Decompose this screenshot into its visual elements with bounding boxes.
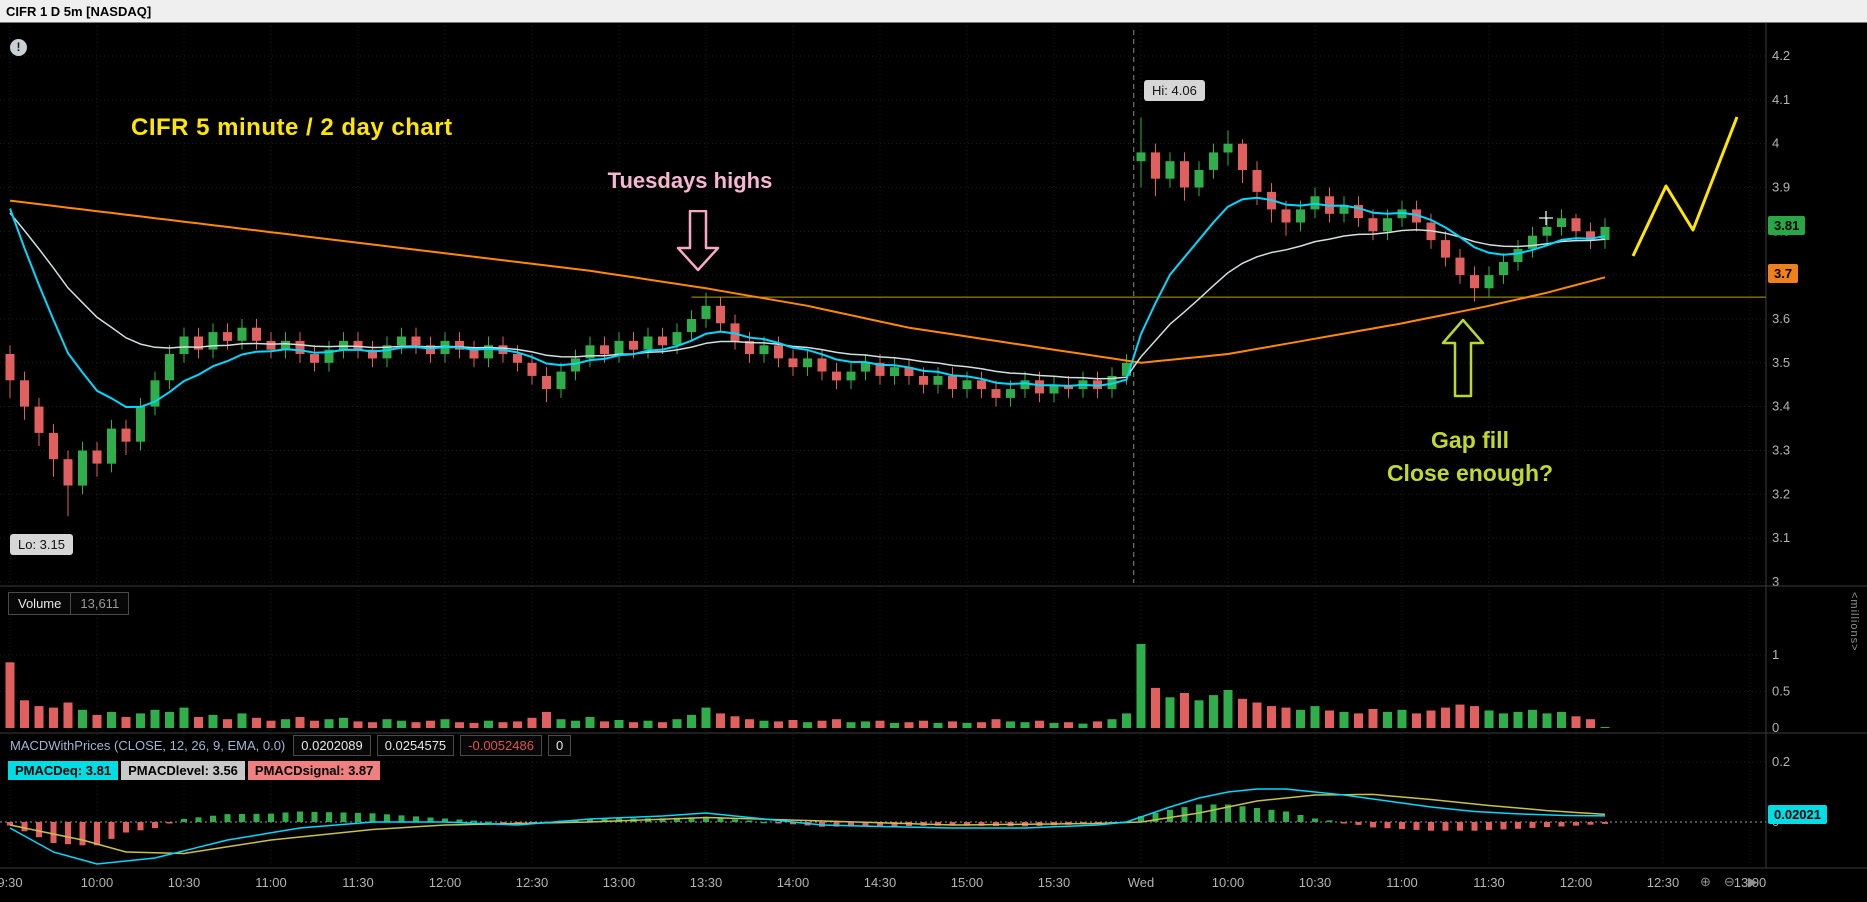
svg-text:4.2: 4.2 [1772, 48, 1790, 63]
svg-text:12:30: 12:30 [516, 875, 549, 890]
alert-icon[interactable]: ! [10, 39, 27, 56]
svg-text:0.5: 0.5 [1772, 684, 1790, 699]
svg-text:0.2: 0.2 [1772, 754, 1790, 769]
gap-fill-line1: Gap fill [1431, 427, 1509, 453]
low-marker-badge: Lo: 3.15 [10, 534, 73, 555]
svg-text:10:00: 10:00 [1212, 875, 1245, 890]
macd-study-title: MACDWithPrices (CLOSE, 12, 26, 9, EMA, 0… [10, 738, 286, 753]
svg-text:4: 4 [1772, 136, 1779, 151]
svg-text:13:30: 13:30 [690, 875, 723, 890]
high-marker-badge: Hi: 4.06 [1144, 80, 1205, 101]
svg-text:3.2: 3.2 [1772, 486, 1790, 501]
up-arrow-icon[interactable] [1441, 318, 1485, 403]
svg-text:10:30: 10:30 [1299, 875, 1332, 890]
svg-text:11:30: 11:30 [1473, 875, 1505, 890]
svg-text:11:00: 11:00 [1386, 875, 1418, 890]
svg-text:3.4: 3.4 [1772, 399, 1790, 414]
svg-text:11:30: 11:30 [342, 875, 374, 890]
svg-text:3.5: 3.5 [1772, 355, 1790, 370]
down-arrow-icon[interactable] [676, 209, 720, 277]
svg-text:3.1: 3.1 [1772, 530, 1790, 545]
last-price-badge: 3.81 [1768, 215, 1806, 235]
time-axis-controls: ⊕ ⊖ ▶ [1700, 874, 1758, 890]
millions-axis-label: <millions> [1848, 592, 1860, 652]
play-icon[interactable]: ▶ [1747, 874, 1758, 889]
pmacd-eq-badge: PMACDeq: 3.81 [8, 761, 119, 780]
svg-text:14:30: 14:30 [864, 875, 897, 890]
pmacd-badges-row: PMACDeq: 3.81 PMACDlevel: 3.56 PMACDsign… [8, 761, 381, 780]
svg-text:10:00: 10:00 [81, 875, 114, 890]
macd-zero-box: 0 [547, 735, 572, 756]
svg-text:3.3: 3.3 [1772, 442, 1790, 457]
svg-text:15:00: 15:00 [951, 875, 984, 890]
window-title: CIFR 1 D 5m [NASDAQ] [6, 3, 152, 19]
svg-text:Wed: Wed [1128, 875, 1155, 890]
svg-text:4.1: 4.1 [1772, 92, 1790, 107]
svg-text:0: 0 [1772, 720, 1779, 735]
svg-text:12:30: 12:30 [1647, 875, 1680, 890]
svg-text:13:00: 13:00 [1734, 875, 1767, 890]
volume-current-value: 13,611 [70, 593, 128, 614]
svg-text:15:30: 15:30 [1038, 875, 1071, 890]
gap-fill-note[interactable]: Gap fill Close enough? [1340, 424, 1600, 490]
svg-text:10:30: 10:30 [168, 875, 201, 890]
macd-value-badge: 0.02021 [1768, 804, 1827, 824]
svg-text:3: 3 [1772, 574, 1779, 589]
svg-text:12:00: 12:00 [429, 875, 462, 890]
pmacd-level-badge: PMACDlevel: 3.56 [121, 761, 245, 780]
svg-text:9:30: 9:30 [0, 875, 23, 890]
macd-signal-box: 0.0254575 [376, 735, 455, 756]
gap-fill-line2: Close enough? [1386, 460, 1554, 486]
volume-study-header[interactable]: Volume 13,611 [8, 592, 130, 615]
svg-text:3.6: 3.6 [1772, 311, 1790, 326]
svg-text:13:00: 13:00 [603, 875, 636, 890]
window-titlebar[interactable]: CIFR 1 D 5m [NASDAQ] [0, 0, 1867, 23]
macd-study-header[interactable]: MACDWithPrices (CLOSE, 12, 26, 9, EMA, 0… [8, 735, 572, 756]
pmacd-signal-badge: PMACDsignal: 3.87 [247, 761, 381, 780]
chart-note-drawing[interactable]: CIFR 5 minute / 2 day chart [131, 114, 453, 141]
ma-level-badge: 3.7 [1768, 264, 1799, 284]
macd-hist-box: -0.0052486 [460, 735, 542, 756]
svg-text:1: 1 [1772, 647, 1779, 662]
zoom-out-icon[interactable]: ⊖ [1723, 874, 1735, 889]
tuesdays-highs-note[interactable]: Tuesdays highs [607, 168, 773, 193]
svg-text:11:00: 11:00 [255, 875, 287, 890]
zoom-in-icon[interactable]: ⊕ [1700, 874, 1711, 889]
svg-text:3.9: 3.9 [1772, 179, 1790, 194]
macd-value-box: 0.0202089 [293, 735, 371, 756]
volume-label: Volume [18, 596, 62, 611]
svg-text:12:00: 12:00 [1560, 875, 1593, 890]
svg-text:14:00: 14:00 [777, 875, 810, 890]
